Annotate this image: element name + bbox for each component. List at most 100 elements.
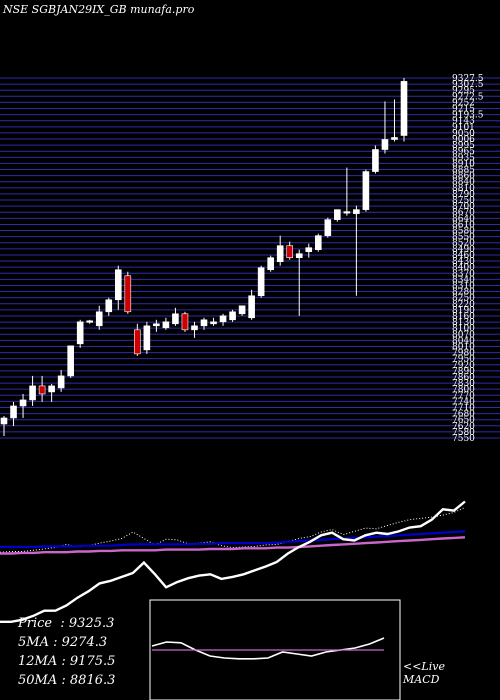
- y-tick-label: 8885: [452, 166, 475, 176]
- y-tick-label: 7580: [452, 428, 475, 438]
- y-tick-label: 9006: [452, 135, 475, 145]
- stat-5ma-value: 9274.3: [61, 635, 108, 650]
- stat-price-label: Price: [18, 616, 53, 631]
- candle-body: [134, 329, 141, 355]
- candle-body: [181, 313, 189, 331]
- stat-5ma-label: 5MA: [18, 635, 49, 650]
- y-tick-label: 8520: [452, 239, 475, 249]
- y-tick-label: 8790: [452, 190, 475, 200]
- stat-12ma: 12MA : 9175.5: [18, 654, 116, 669]
- y-tick-label: 7950: [452, 355, 475, 365]
- y-tick-label: 8130: [452, 318, 475, 328]
- y-axis-labels: 9327.59307.592959272.5925292159193.59143…: [452, 74, 484, 444]
- candle-body: [124, 275, 132, 313]
- candle-body: [76, 321, 84, 345]
- candlesticks: [0, 78, 408, 436]
- y-tick-label: 7920: [452, 361, 475, 371]
- y-tick-label: 8610: [452, 220, 475, 230]
- macd-frame: [149, 599, 401, 700]
- candle-body: [10, 405, 17, 419]
- y-tick-label: 8460: [452, 251, 475, 261]
- stat-50ma: 50MA : 8816.3: [18, 673, 116, 688]
- candle-body: [86, 320, 94, 323]
- y-tick-label: 8640: [452, 214, 475, 224]
- stat-5ma: 5MA : 9274.3: [18, 635, 108, 650]
- candle-body: [286, 245, 294, 258]
- y-tick-label: 7770: [452, 391, 475, 401]
- macd-label: <<Live MACD: [403, 660, 445, 686]
- macd-label-line1: <<Live: [403, 660, 445, 673]
- y-tick-label: 8040: [452, 336, 475, 346]
- y-tick-label: 7740: [452, 397, 475, 407]
- y-tick-label: 7680: [452, 410, 475, 420]
- candle-body: [0, 417, 8, 425]
- y-tick-label: 8580: [452, 227, 475, 237]
- candle-body: [267, 257, 274, 271]
- candle-body: [381, 139, 389, 150]
- y-tick-label: 8250: [452, 294, 475, 304]
- y-tick-label: 8670: [452, 208, 475, 218]
- y-tick-label: 9252: [452, 98, 475, 108]
- y-tick-label: 8310: [452, 281, 475, 291]
- candle-body: [162, 321, 170, 329]
- y-tick-label: 8550: [452, 233, 475, 243]
- candle-body: [257, 267, 265, 297]
- y-tick-label: 7890: [452, 367, 475, 377]
- y-tick-label: 8070: [452, 330, 475, 340]
- y-tick-label: 7830: [452, 379, 475, 389]
- candle-body: [305, 247, 313, 252]
- stat-12ma-label: 12MA: [18, 654, 58, 669]
- candle-body: [219, 315, 227, 323]
- y-tick-label: 8430: [452, 257, 475, 267]
- candle-body: [343, 211, 351, 214]
- candle-body: [229, 311, 236, 321]
- candle-body: [353, 209, 360, 214]
- candle-body: [153, 323, 160, 327]
- y-tick-label: 8100: [452, 324, 475, 334]
- stat-50ma-value: 8816.3: [69, 673, 116, 688]
- stat-price: Price : 9325.3: [18, 616, 115, 631]
- y-tick-label: 8190: [452, 306, 475, 316]
- candle-body: [19, 399, 27, 407]
- candle-body: [48, 385, 55, 393]
- y-tick-label: 9101: [452, 123, 475, 133]
- y-tick-label: 7620: [452, 422, 475, 432]
- y-tick-label: 7710: [452, 403, 475, 413]
- y-tick-label: 8280: [452, 288, 475, 298]
- y-tick-label: 8935: [452, 153, 475, 163]
- indicator-magenta-line: [0, 536, 466, 555]
- candle-body: [105, 299, 113, 313]
- candle-body: [29, 385, 36, 401]
- y-tick-label: 8965: [452, 147, 475, 157]
- candle-body: [334, 209, 341, 220]
- y-tick-label: 8010: [452, 342, 475, 352]
- y-tick-label: 7550: [452, 434, 475, 444]
- y-tick-label: 7980: [452, 349, 475, 359]
- candle-body: [191, 325, 198, 331]
- y-tick-label: 9295: [452, 86, 475, 96]
- indicator-panel: [0, 500, 466, 623]
- stat-50ma-label: 50MA: [18, 673, 58, 688]
- y-tick-label: 7650: [452, 416, 475, 426]
- y-tick-label: 9143: [452, 117, 475, 127]
- y-tick-label: 8995: [452, 141, 475, 151]
- stat-12ma-value: 9175.5: [69, 654, 116, 669]
- y-tick-label: 9327.5: [452, 74, 484, 84]
- candle-body: [172, 313, 179, 325]
- y-tick-label: 8860: [452, 172, 475, 182]
- candle-body: [143, 325, 151, 351]
- y-tick-label: 7860: [452, 373, 475, 383]
- y-tick-label: 8910: [452, 159, 475, 169]
- y-tick-label: 9193.5: [452, 111, 484, 121]
- y-tick-label: 8340: [452, 275, 475, 285]
- y-tick-label: 8490: [452, 245, 475, 255]
- candle-body: [200, 319, 208, 327]
- y-tick-label: 8750: [452, 196, 475, 206]
- y-tick-label: 8220: [452, 300, 475, 310]
- candle-body: [295, 253, 303, 258]
- indicator-white-line: [0, 500, 466, 623]
- y-tick-label: 9272.5: [452, 92, 484, 102]
- stat-price-value: 9325.3: [68, 616, 115, 631]
- y-tick-label: 8840: [452, 178, 475, 188]
- y-tick-label: 8370: [452, 269, 475, 279]
